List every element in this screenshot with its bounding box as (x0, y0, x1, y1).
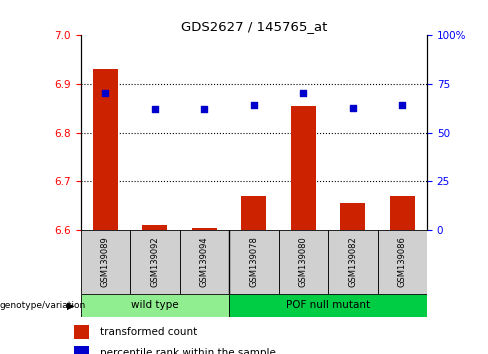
Point (201, 107, 208, 112)
Bar (378, 230, 427, 294)
Point (299, 90, 307, 96)
Bar (75, 325, 89, 339)
Text: GSM139094: GSM139094 (200, 236, 209, 287)
Bar (75, 346, 89, 354)
Bar (229, 230, 279, 294)
Bar (93, 69, 118, 230)
Text: transformed count: transformed count (100, 327, 197, 337)
Bar (242, 196, 266, 230)
Bar (328, 230, 378, 294)
Bar (390, 196, 415, 230)
Title: GDS2627 / 145765_at: GDS2627 / 145765_at (181, 20, 327, 33)
Text: POF null mutant: POF null mutant (286, 300, 370, 310)
Point (349, 105, 357, 111)
Bar (192, 228, 217, 230)
Bar (142, 225, 167, 230)
Bar (291, 106, 316, 230)
Bar (229, 294, 427, 317)
Bar (81, 294, 229, 317)
Text: percentile rank within the sample: percentile rank within the sample (100, 348, 276, 354)
Text: GSM139082: GSM139082 (348, 236, 357, 287)
Text: GSM139092: GSM139092 (150, 236, 159, 287)
Bar (279, 230, 328, 294)
Text: genotype/variation: genotype/variation (0, 301, 86, 310)
Text: ▶: ▶ (67, 300, 75, 310)
Bar (81, 230, 130, 294)
Point (151, 107, 159, 112)
Point (398, 103, 406, 108)
Text: GSM139078: GSM139078 (249, 236, 258, 287)
Bar (130, 230, 180, 294)
Bar (180, 230, 229, 294)
Point (250, 102, 258, 107)
Text: GSM139089: GSM139089 (101, 236, 110, 287)
Text: GSM139080: GSM139080 (299, 236, 308, 287)
Text: GSM139086: GSM139086 (398, 236, 407, 287)
Point (102, 90, 109, 96)
Text: wild type: wild type (131, 300, 179, 310)
Bar (341, 203, 365, 230)
